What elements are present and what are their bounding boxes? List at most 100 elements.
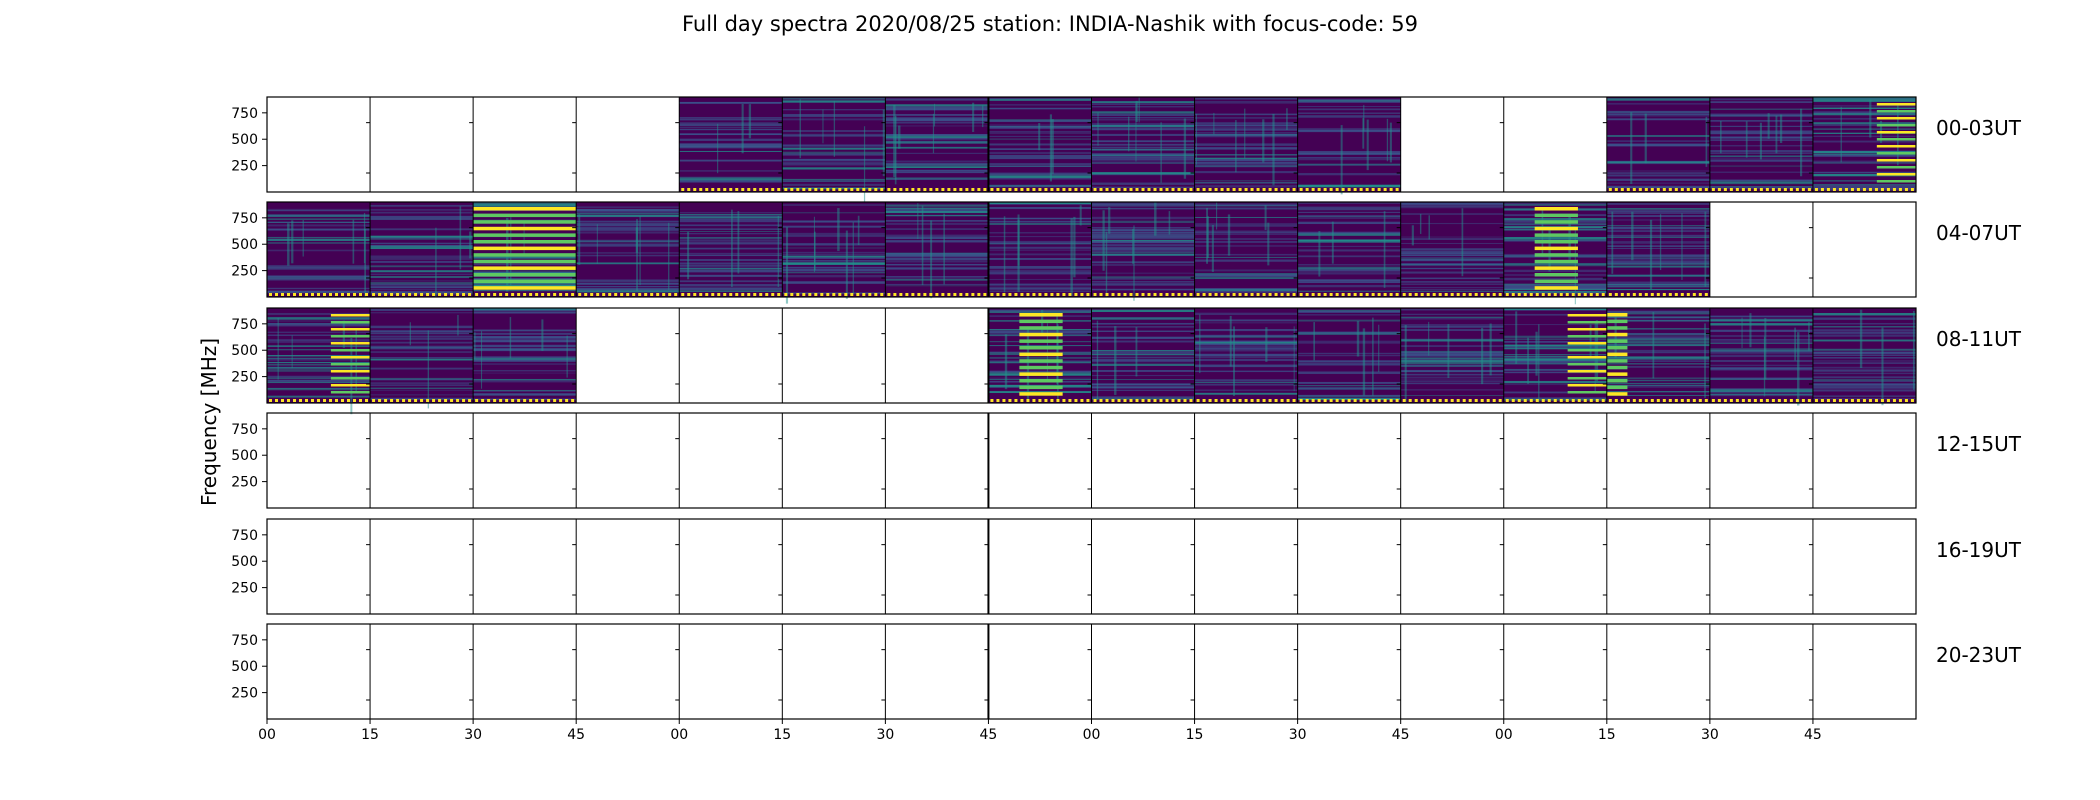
marker-dot: [1135, 188, 1139, 191]
spectrum-band: [679, 146, 783, 149]
spectrum-band: [370, 235, 474, 238]
spectrum-band: [1194, 289, 1298, 291]
spectrum-band: [1606, 257, 1710, 259]
x-tick-label: 45: [1392, 727, 1410, 743]
marker-dot: [1280, 188, 1284, 191]
emission-band: [1534, 207, 1578, 211]
marker-dot: [281, 399, 284, 402]
spectrum-band: [679, 231, 783, 232]
spectrum-band: [1400, 309, 1504, 311]
marker-dot: [1208, 188, 1212, 191]
marker-dot: [353, 293, 356, 296]
spectrum-block: [1400, 308, 1504, 403]
spectrum-band: [1091, 241, 1195, 244]
marker-dot: [1674, 399, 1678, 402]
spectrum-band: [1194, 128, 1298, 131]
spectrum-band: [885, 166, 989, 169]
spectrum-block: [885, 202, 989, 299]
spectrum-band: [1812, 122, 1916, 125]
spectrum-band: [1297, 127, 1401, 131]
marker-dot: [1093, 188, 1097, 191]
spectrum-burst: [1313, 322, 1316, 361]
marker-dot: [1559, 293, 1563, 296]
spectrum-band: [988, 269, 1092, 272]
spectrum-band: [1297, 352, 1401, 354]
marker-dot: [1068, 188, 1072, 191]
spectrum-band: [267, 214, 371, 216]
spectrum-band: [679, 284, 783, 287]
spectrum-band: [1194, 234, 1298, 235]
spectrum-band: [1709, 391, 1813, 393]
spectrum-band: [1194, 126, 1298, 128]
spectrum-band: [885, 255, 989, 258]
marker-dot: [790, 188, 794, 191]
spectrum-band: [1297, 332, 1401, 335]
marker-dot: [1729, 399, 1733, 402]
marker-dot: [1408, 399, 1412, 402]
spectrum-band: [679, 127, 783, 129]
spectrum-band: [782, 262, 886, 265]
spectrum-band: [1091, 202, 1195, 205]
spectrum-burst: [1108, 207, 1111, 234]
marker-dot: [1183, 188, 1187, 191]
spectrum-band: [1091, 161, 1195, 164]
spectrum-band: [1091, 278, 1195, 280]
emission-band: [1534, 246, 1578, 251]
marker-dot: [1129, 188, 1133, 191]
spectrum-band: [1091, 143, 1195, 146]
spectrum-band: [1091, 340, 1195, 343]
spectrum-burst: [1741, 317, 1743, 349]
marker-dot: [462, 399, 466, 402]
spectrum-burst: [1897, 103, 1899, 166]
marker-dot: [1650, 399, 1654, 402]
spectrum-band: [576, 279, 680, 281]
marker-dot: [1541, 399, 1545, 402]
x-tick-label: 30: [464, 727, 482, 743]
spectrum-band: [1606, 241, 1710, 243]
spectrum-band: [885, 264, 989, 266]
spectrum-band: [370, 291, 474, 294]
marker-dot: [1832, 399, 1836, 402]
spectrum-band: [1606, 118, 1710, 121]
spectrum-burst: [921, 205, 924, 286]
marker-dot: [275, 399, 278, 402]
marker-dot: [1614, 399, 1618, 402]
spectrum-band: [267, 388, 371, 391]
spectrum-band: [1400, 364, 1504, 367]
marker-dot: [1268, 293, 1272, 296]
marker-dot: [844, 188, 848, 191]
marker-dot: [990, 293, 994, 296]
marker-dot: [1002, 293, 1006, 296]
marker-dot: [1432, 399, 1436, 402]
marker-dot: [1395, 188, 1399, 191]
spectrum-band: [1297, 233, 1401, 236]
marker-dot: [1165, 188, 1169, 191]
spectrum-band: [473, 289, 577, 292]
marker-dot: [426, 293, 430, 296]
spectrum-band: [1091, 106, 1195, 108]
marker-dot: [971, 293, 975, 296]
spectrum-band: [1812, 124, 1916, 126]
spectrum-block: [679, 202, 783, 297]
marker-dot: [535, 399, 539, 402]
spectrum-band: [1812, 153, 1916, 155]
spectrum-band: [988, 258, 1092, 260]
marker-dot: [826, 188, 830, 191]
marker-dot: [1189, 188, 1193, 191]
spectrum-band: [473, 276, 577, 277]
spectrum-band: [1194, 223, 1298, 225]
spectrum-burst: [636, 219, 638, 292]
spectrum-burst: [1097, 112, 1099, 146]
spectrum-band: [679, 268, 783, 270]
spectrum-band: [1400, 288, 1504, 290]
emission-band: [330, 328, 371, 331]
marker-dot: [1747, 188, 1751, 191]
spectrum-band: [885, 118, 989, 122]
spectrum-band: [1194, 204, 1298, 206]
marker-dot: [359, 293, 362, 296]
marker-dot: [699, 293, 703, 296]
marker-dot: [1123, 399, 1127, 402]
spectrum-burst: [1859, 309, 1863, 369]
spectrum-band: [1400, 380, 1504, 382]
spectrum-band: [1194, 207, 1298, 210]
